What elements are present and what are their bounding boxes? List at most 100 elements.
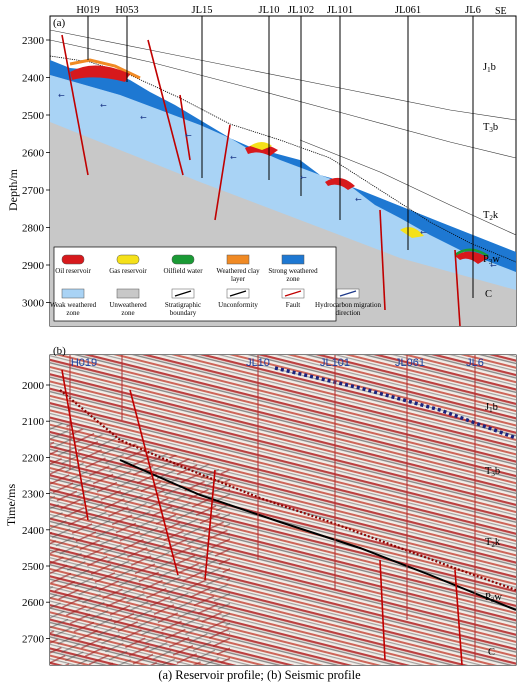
fault-swatch-mark [284, 290, 302, 297]
gas-reservoir-1 [250, 142, 272, 150]
direction-label: SE [495, 6, 507, 17]
well-label: H053 [115, 5, 138, 16]
stratum-b-j1b: J1b [485, 402, 498, 414]
legend-label: Weak weathered [50, 301, 97, 309]
well-label: JL061 [395, 5, 421, 16]
svg-text:←: ← [58, 91, 65, 100]
panel-a-label: (a) [53, 17, 66, 29]
y-tick-label: 2900 [22, 260, 45, 272]
oil-reservoir-2 [245, 144, 278, 156]
legend-label: zone [121, 309, 134, 317]
unweathered-zone-swatch [116, 288, 140, 299]
svg-text:←: ← [185, 131, 192, 140]
y-tick-label: 2300 [22, 489, 45, 501]
svg-text:←: ← [300, 173, 307, 182]
stratum-j1b: J1b [483, 62, 496, 74]
weak-weathered-zone-swatch [61, 288, 85, 299]
seismic-well-label: JL6 [466, 357, 484, 369]
weathered-clay-layer-swatch [226, 254, 250, 265]
well-label: JL6 [465, 5, 481, 16]
oil-reservoir-swatch [61, 254, 85, 265]
stratum-b-p3w: P3w [485, 592, 502, 604]
well-label: JL101 [327, 5, 353, 16]
stratum-p3w: P3w [483, 254, 500, 266]
panel-b-well-labels: H019 JL10 JL101 JL061 JL6 [71, 357, 484, 369]
hydrocarbon-migration-direction-swatch-mark [339, 290, 357, 297]
oil-reservoir-1 [70, 65, 130, 82]
j1b-boundary [50, 29, 516, 121]
legend-label: Strong weathered [268, 267, 318, 275]
p3w-horizon [119, 459, 516, 611]
migration-arrows: ← ← ← ← ← ← ← ← ← [58, 91, 497, 270]
legend-label: boundary [170, 309, 197, 317]
svg-text:←: ← [420, 228, 427, 237]
gas-reservoir-swatch [116, 254, 140, 265]
y-tick-label: 2200 [22, 452, 45, 464]
stratigraphic-boundary-swatch-mark [174, 290, 192, 297]
seismic-well-label: JL101 [320, 357, 350, 369]
strata-labels-b: J1b T3b T2k P3w C [485, 402, 502, 658]
y-tick-label: 3000 [22, 298, 45, 310]
seismic-chaotic-zone [50, 420, 230, 665]
strong-weathered-zone-swatch [281, 254, 305, 265]
stratum-b-t3b: T3b [485, 466, 500, 478]
unconformity-swatch-mark [229, 290, 247, 297]
y-tick-label: 2700 [22, 633, 45, 645]
legend-items: Oil reservoir Gas reservoir Oilfield water… [50, 254, 381, 317]
well-label: H019 [76, 5, 99, 16]
seismic-well-label: JL10 [246, 357, 270, 369]
legend-label: Unconformity [218, 301, 258, 309]
t3b-boundary [50, 39, 516, 159]
legend-label: Stratigraphic [165, 301, 201, 309]
y-tick-label: 2400 [22, 525, 45, 537]
well-label: JL15 [192, 5, 213, 16]
legend-label: zone [66, 309, 79, 317]
panel-b-label: (b) [53, 345, 66, 357]
panel-b-y-ticks: 2000 2100 2200 2300 2400 2500 2600 2700 [22, 380, 50, 645]
weak-weathered-zone [50, 75, 516, 290]
y-tick-label: 2500 [22, 561, 45, 573]
panel-a-well-labels: H019 H053 JL15 JL10 JL102 JL101 JL061 JL6 [76, 5, 481, 16]
panel-a-y-ticks: 2300 2400 2500 2600 2700 2800 2900 3000 [22, 35, 50, 310]
gas-reservoir-2 [400, 227, 424, 238]
oilfield-water-swatch [171, 254, 195, 265]
figure-caption: (a) Reservoir profile; (b) Seismic profi… [158, 668, 361, 682]
legend-label: layer [231, 275, 246, 283]
legend-label: Fault [286, 301, 300, 309]
legend-label: Unweathered [109, 301, 147, 309]
legend-label: Hydrocarbon migration [315, 301, 381, 309]
y-tick-label: 2700 [22, 185, 45, 197]
y-tick-label: 2300 [22, 35, 45, 47]
stratum-t3b: T3b [483, 122, 498, 134]
strata-labels-a: J1b T3b T2k P3w C [483, 62, 500, 300]
seismic-well-label: H019 [71, 357, 97, 369]
y-tick-label: 2600 [22, 148, 45, 160]
legend-label: Gas reservoir [109, 267, 147, 275]
y-tick-label: 2000 [22, 380, 45, 392]
wells-b [69, 355, 476, 660]
legend-label: direction [336, 309, 361, 317]
stratum-t2k: T2k [483, 210, 499, 222]
y-tick-label: 2500 [22, 110, 45, 122]
y-tick-label: 2600 [22, 597, 45, 609]
panel-a-y-title: Depth/m [6, 168, 20, 211]
stratum-b-c: C [488, 647, 495, 658]
legend-label: Oilfield water [163, 267, 203, 275]
svg-text:←: ← [140, 113, 147, 122]
svg-text:←: ← [100, 101, 107, 110]
y-tick-label: 2800 [22, 223, 45, 235]
svg-text:←: ← [355, 195, 362, 204]
panel-a: ← ← ← ← ← ← ← ← ← J1b T3b T2k P3w C (a) Depth/… [6, 5, 517, 327]
well-label: JL10 [259, 5, 280, 16]
panel-b: J1b T3b T2k P3w C (b) Time/ms 2000 2100 22… [4, 345, 517, 666]
legend-label: zone [286, 275, 299, 283]
faults-a [61, 34, 461, 326]
svg-text:←: ← [490, 261, 497, 270]
y-tick-label: 2400 [22, 73, 45, 85]
well-label: JL102 [288, 5, 314, 16]
legend-label: Weathered clay [216, 267, 260, 275]
stratum-b-t2k: T2k [485, 537, 501, 549]
seismic-well-label: JL061 [395, 357, 425, 369]
legend-label: Oil reservoir [55, 267, 91, 275]
